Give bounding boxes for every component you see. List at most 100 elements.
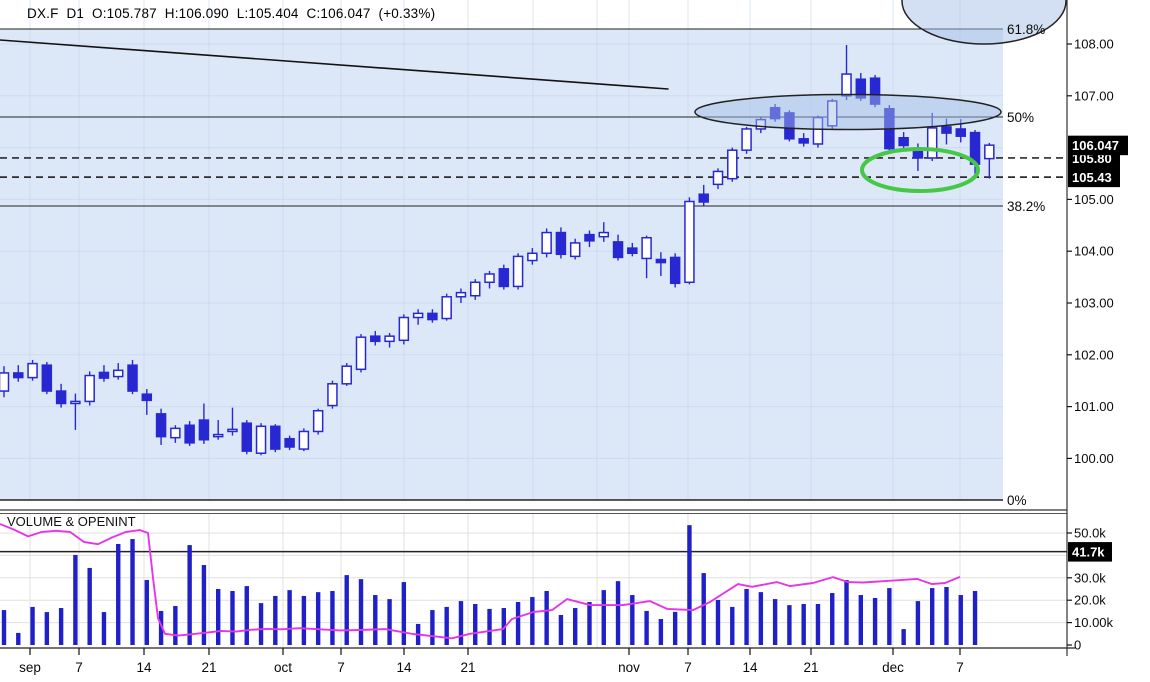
candlestick [855, 73, 867, 101]
candle-body-up [926, 127, 938, 159]
candle-body-up [541, 231, 552, 255]
volume-bar [930, 588, 935, 645]
price-axis-label: 105.00 [1074, 192, 1114, 207]
date-axis-label: 14 [742, 660, 758, 675]
fib-label: 38.2% [1007, 199, 1045, 214]
date-axis-label: 7 [956, 660, 964, 675]
fib-level-lines [0, 28, 1003, 501]
price-axis-label: 100.00 [1074, 451, 1114, 466]
last-price-tag: 106.047 [1068, 135, 1128, 156]
candlestick [655, 252, 667, 277]
candlestick [484, 270, 495, 289]
volume-bar [815, 604, 821, 645]
volume-bar [858, 595, 863, 645]
volume-bar [216, 589, 221, 645]
candlestick [541, 228, 552, 258]
candle-body-down [784, 112, 795, 140]
candlestick [784, 110, 795, 142]
candlestick [455, 288, 467, 303]
candlestick [584, 230, 595, 248]
candle-body-down [370, 335, 381, 343]
candlestick [270, 424, 281, 453]
volume-bar [501, 608, 506, 645]
candle-body-up [84, 374, 95, 403]
candle-body-down [41, 364, 53, 392]
candle-body-down [698, 193, 709, 203]
volume-bar [130, 539, 135, 645]
candle-body-down [655, 258, 667, 264]
candle-body-up [27, 362, 38, 379]
candle-body-down [669, 256, 681, 285]
volume-bar [701, 573, 706, 645]
candle-body-down [612, 241, 624, 259]
candle-body-down [869, 77, 881, 105]
candle-body-up [684, 200, 695, 284]
candle-body-up [327, 383, 338, 407]
volume-bar [116, 543, 121, 645]
volume-bar [744, 589, 749, 645]
volume-bar [101, 612, 107, 645]
green-highlight-ellipse[interactable] [860, 147, 980, 193]
candlestick [13, 365, 24, 382]
candlestick [170, 425, 181, 443]
candlestick [0, 366, 10, 398]
volume-bar [544, 591, 549, 645]
volume-bar [373, 595, 378, 645]
candle-body-up [70, 400, 81, 405]
volume-axis-label: 30.0k [1074, 570, 1106, 585]
volume-bar [258, 603, 264, 645]
volume-bar [944, 586, 949, 645]
candlestick [669, 253, 681, 288]
volume-bar [730, 606, 735, 645]
volume-bar [473, 604, 478, 645]
volume-bar [30, 606, 35, 645]
candlestick [469, 279, 481, 300]
candle-body-up [255, 425, 267, 454]
volume-bar [958, 595, 963, 645]
candlestick [298, 428, 310, 452]
candle-body-down [284, 437, 295, 448]
volume-bar [315, 592, 321, 645]
trendline[interactable] [0, 39, 669, 90]
candlestick [284, 435, 295, 451]
consolidation-ellipse[interactable] [694, 93, 1002, 131]
candle-body-up [826, 100, 838, 127]
candlestick [341, 363, 352, 386]
candlestick [70, 393, 81, 430]
volume-bar [158, 610, 164, 645]
volume-bar [201, 565, 207, 645]
volume-bar [801, 604, 806, 645]
date-axis-label: 21 [201, 660, 216, 675]
open-interest-line [0, 523, 961, 640]
volume-bar [587, 601, 592, 645]
candlestick [55, 383, 67, 408]
volume-bar [58, 608, 64, 645]
date-axis-label: dec [882, 660, 904, 675]
candle-body-up [412, 312, 424, 319]
volume-bar [830, 593, 835, 645]
volume-bar [444, 606, 449, 645]
candlestick [741, 126, 752, 154]
candle-body-up [984, 144, 995, 160]
date-axis-label: 21 [803, 660, 818, 675]
volume-bar [44, 612, 50, 645]
candle-body-up [384, 335, 395, 343]
volume-bar [144, 580, 149, 645]
candlestick [498, 264, 510, 290]
price-axis-label: 103.00 [1074, 296, 1114, 311]
candlestick [812, 115, 824, 148]
candlestick [441, 293, 452, 321]
resistance-ellipse-top[interactable] [901, 0, 1067, 45]
candle-body-down [198, 419, 210, 441]
candlestick [826, 98, 838, 129]
candles-layer [0, 45, 995, 456]
candlestick [412, 309, 424, 325]
candle-body-up [812, 116, 824, 145]
volume-bar [644, 610, 649, 645]
candlestick [198, 403, 210, 444]
candle-body-down [941, 126, 952, 134]
candle-body-up [512, 255, 524, 288]
candlestick [684, 197, 695, 285]
